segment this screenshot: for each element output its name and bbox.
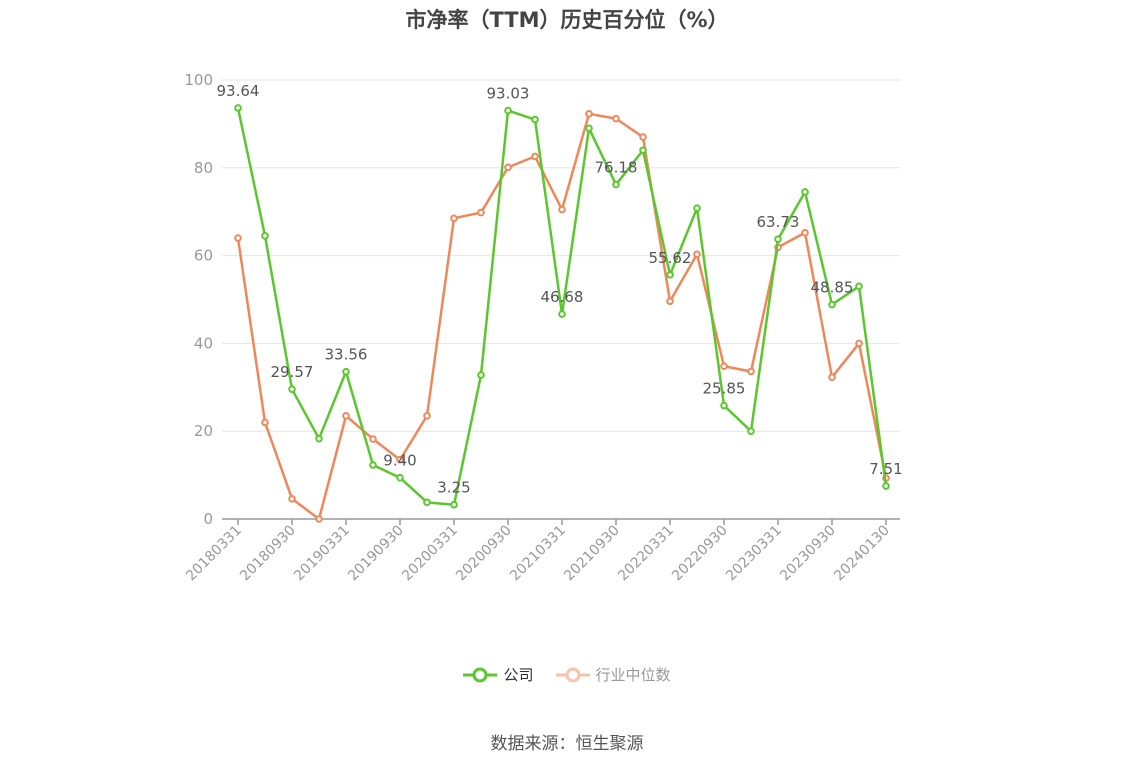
chart-title: 市净率（TTM）历史百分位（%） [405, 8, 729, 32]
data-point-industry [396, 455, 404, 464]
data-point-company [477, 371, 485, 379]
source-note: 数据来源：恒生聚源 [490, 734, 644, 754]
data-point-industry [477, 208, 485, 217]
legend-industry-label: 行业中位数 [595, 666, 671, 684]
data-label: 55.62 [649, 249, 692, 267]
data-point-industry [666, 297, 674, 306]
legend-item-industry[interactable]: 行业中位数 [555, 664, 671, 685]
data-label: 76.18 [595, 159, 638, 177]
grid-lines [222, 79, 900, 432]
data-labels: 93.64 29.57 33.56 9.40 3.25 93.03 46.68 76.18 55… [217, 82, 903, 497]
data-point-industry [234, 234, 242, 242]
series-layer [234, 104, 890, 523]
data-point-company [639, 146, 647, 155]
legend-industry-symbol [555, 667, 590, 682]
data-point-industry [504, 163, 512, 172]
data-label: 29.57 [271, 363, 314, 381]
data-point-company [585, 124, 593, 133]
line-chart: 0 20 40 60 80 100 2018033120180930201903312019… [183, 71, 903, 584]
data-label: 9.40 [383, 452, 416, 470]
data-label: 48.85 [811, 279, 854, 297]
data-point-industry [450, 214, 458, 223]
legend-item-company[interactable]: 公司 [463, 664, 534, 685]
data-label: 7.51 [869, 460, 902, 478]
data-point-industry [531, 152, 539, 161]
data-point-industry [369, 435, 377, 443]
x-tick-label: 20230331 [723, 523, 785, 585]
y-tick-label: 0 [203, 510, 213, 528]
data-label: 93.03 [487, 85, 530, 103]
x-tick-label: 20190331 [291, 523, 353, 585]
data-point-industry [855, 339, 863, 348]
legend-company-label: 公司 [503, 666, 534, 684]
data-point-company [693, 204, 701, 212]
data-point-company [774, 235, 782, 244]
data-label: 25.85 [703, 380, 746, 398]
data-point-company [288, 385, 296, 393]
x-tick-label: 20240130 [831, 523, 893, 585]
data-point-company [720, 401, 728, 410]
data-point-industry [342, 412, 350, 420]
x-tick-label: 20220331 [615, 523, 677, 585]
data-point-company [882, 482, 890, 490]
data-point-industry [288, 495, 296, 503]
data-point-company [369, 461, 377, 469]
data-point-company [342, 367, 350, 376]
data-point-industry [261, 418, 269, 427]
data-label: 93.64 [217, 82, 260, 100]
data-point-company [747, 427, 755, 436]
data-point-company [423, 498, 431, 507]
data-point-industry [639, 133, 647, 141]
data-point-company [315, 434, 323, 443]
y-tick-label: 40 [194, 334, 213, 352]
data-point-company [855, 282, 863, 291]
data-point-industry [558, 205, 566, 214]
x-tick-label: 20200930 [453, 523, 515, 585]
data-label: 46.68 [541, 288, 584, 306]
data-point-industry [315, 515, 323, 523]
data-label: 33.56 [325, 346, 368, 364]
y-tick-label: 100 [184, 71, 213, 89]
data-point-company [234, 104, 242, 112]
y-tick-label: 20 [194, 422, 213, 440]
x-tick-label: 20210331 [507, 523, 569, 585]
data-point-company [666, 271, 674, 279]
data-point-company [612, 180, 620, 189]
y-tick-label: 60 [194, 247, 213, 265]
x-tick-label: 20200331 [399, 523, 461, 585]
x-tick-label: 20220930 [669, 523, 731, 585]
data-point-industry [720, 362, 728, 371]
axes: 0 20 40 60 80 100 2018033120180930201903312019… [183, 71, 900, 584]
x-tick-label: 20190930 [345, 523, 407, 585]
data-point-industry [828, 373, 836, 382]
data-label: 3.25 [437, 479, 470, 497]
data-point-company [558, 310, 566, 318]
y-tick-label: 80 [194, 159, 213, 177]
data-point-industry [801, 228, 809, 237]
data-point-company [801, 188, 809, 196]
data-point-company [450, 500, 458, 509]
data-point-company [504, 106, 512, 115]
data-point-company [531, 115, 539, 124]
data-point-company [828, 300, 836, 309]
data-point-company [261, 232, 269, 240]
legend-company-symbol [463, 667, 498, 682]
x-tick-label: 20180331 [183, 523, 245, 585]
data-point-industry [423, 412, 431, 420]
x-tick-label: 20230930 [777, 523, 839, 585]
data-point-industry [585, 110, 593, 118]
x-tick-label: 20180930 [237, 523, 299, 585]
data-point-industry [693, 250, 701, 259]
x-tick-label: 20210930 [561, 523, 623, 585]
data-point-industry [612, 114, 620, 123]
legend: 公司 行业中位数 [0, 664, 1134, 685]
data-point-company [396, 473, 404, 482]
data-label: 63.73 [757, 213, 800, 231]
data-point-industry [747, 367, 755, 376]
